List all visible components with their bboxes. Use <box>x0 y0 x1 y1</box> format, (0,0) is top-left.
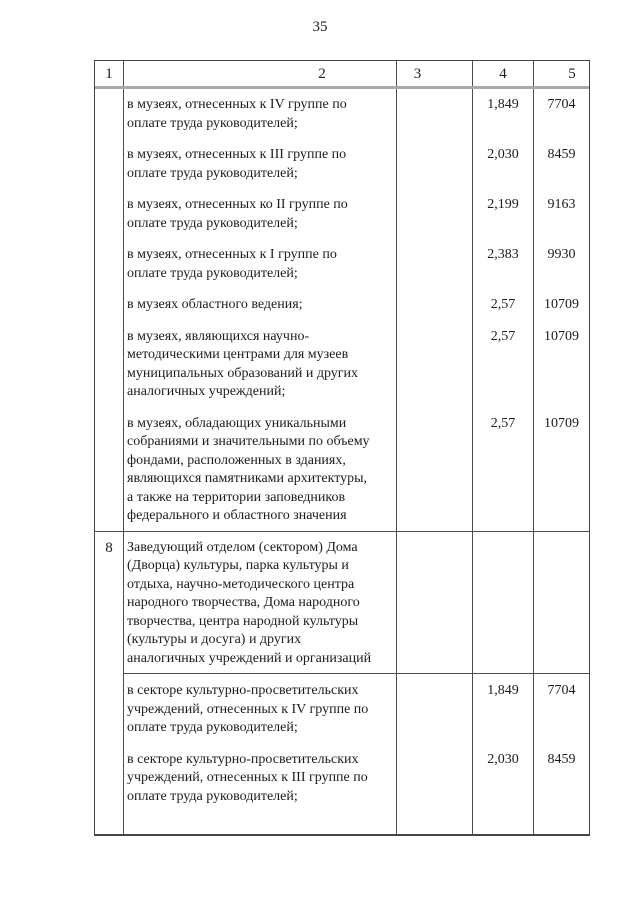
empty-cell <box>397 183 473 233</box>
empty-cell <box>397 401 473 531</box>
table-row: в секторе культурно-просветительских учр… <box>95 674 589 738</box>
table-row: в музеях, отнесенных к IV группе по опла… <box>95 89 589 133</box>
empty-cell <box>397 674 473 738</box>
salary-cell: 9163 <box>547 197 576 212</box>
coefficient-cell: 2,57 <box>473 314 534 402</box>
empty-cell <box>397 283 473 315</box>
salary-cell: 7704 <box>547 97 576 112</box>
row-number-cell <box>95 133 124 183</box>
coefficient-cell: 1,849 <box>473 89 534 133</box>
row-text-cell: в музеях, отнесенных к IV группе по опла… <box>124 89 397 133</box>
coefficient-cell: 2,030 <box>473 133 534 183</box>
row-number-cell <box>95 737 124 834</box>
header-col-4: 4 <box>473 61 534 86</box>
row-number-cell <box>95 89 124 133</box>
row8-section: 8 Заведующий отделом (сектором) Дома (Дв… <box>95 531 589 834</box>
row-number-cell <box>95 401 124 531</box>
empty-cell <box>397 233 473 283</box>
page-number: 35 <box>312 19 328 35</box>
salary-cell: 8459 <box>547 751 576 767</box>
row-number-cell <box>95 283 124 315</box>
salary-cell: 10709 <box>544 297 579 312</box>
salary-cell: 10709 <box>544 415 579 431</box>
document-page: 35 1 2 3 4 5 в музеях, отнесенных к IV г… <box>0 19 640 924</box>
row-text-cell: в музеях, обладающих уникальными собрани… <box>124 401 397 531</box>
table-row: в музеях областного ведения; 2,57 10709 <box>95 283 589 315</box>
row-number-cell <box>95 314 124 402</box>
table-row: в музеях, являющихся научно- методически… <box>95 314 589 402</box>
row-number-cell <box>95 183 124 233</box>
header-col-1: 1 <box>95 61 124 86</box>
row-text-cell: в музеях, отнесенных ко II группе по опл… <box>124 183 397 233</box>
empty-cell <box>397 531 473 674</box>
empty-cell <box>397 737 473 834</box>
position-title-cell: Заведующий отделом (сектором) Дома (Двор… <box>124 531 397 674</box>
coefficient-cell: 2,57 <box>473 283 534 315</box>
empty-cell <box>397 314 473 402</box>
row-number-cell: 8 <box>95 531 124 674</box>
salary-cell: 7704 <box>547 683 576 698</box>
row-text-cell: в музеях областного ведения; <box>124 283 397 315</box>
salary-cell: 9930 <box>547 247 576 262</box>
coefficient-cell: 2,57 <box>473 401 534 531</box>
header-col-2: 2 <box>124 61 397 86</box>
table-row: в музеях, обладающих уникальными собрани… <box>95 401 589 531</box>
row-number-cell <box>95 674 124 738</box>
empty-cell <box>473 531 534 674</box>
table-row: в музеях, отнесенных к I группе по оплат… <box>95 233 589 283</box>
header-col-5: 5 <box>568 66 576 82</box>
header-col-3: 3 <box>397 61 473 86</box>
row-text-cell: в секторе культурно-просветительских учр… <box>124 737 397 834</box>
empty-cell <box>397 133 473 183</box>
row-number-cell <box>95 233 124 283</box>
coefficient-cell: 2,383 <box>473 233 534 283</box>
table-row: в секторе культурно-просветительских учр… <box>95 737 589 834</box>
salary-cell: 8459 <box>547 147 576 162</box>
salary-table: 1 2 3 4 5 в музеях, отнесенных к IV груп… <box>94 60 590 836</box>
table-row: в музеях, отнесенных к III группе по опл… <box>95 133 589 183</box>
table-row: в музеях, отнесенных ко II группе по опл… <box>95 183 589 233</box>
row7-continuation-section: в музеях, отнесенных к IV группе по опла… <box>95 89 589 532</box>
table-row-8: 8 Заведующий отделом (сектором) Дома (Дв… <box>95 531 589 674</box>
coefficient-cell: 2,030 <box>473 737 534 834</box>
table-header-row: 1 2 3 4 5 <box>95 61 589 89</box>
row-text-cell: в секторе культурно-просветительских учр… <box>124 674 397 738</box>
salary-cell: 10709 <box>544 328 579 344</box>
coefficient-cell: 1,849 <box>473 674 534 738</box>
empty-cell <box>397 89 473 133</box>
empty-cell <box>534 532 589 674</box>
row-text-cell: в музеях, отнесенных к III группе по опл… <box>124 133 397 183</box>
coefficient-cell: 2,199 <box>473 183 534 233</box>
row-text-cell: в музеях, являющихся научно- методически… <box>124 314 397 402</box>
row-text-cell: в музеях, отнесенных к I группе по оплат… <box>124 233 397 283</box>
